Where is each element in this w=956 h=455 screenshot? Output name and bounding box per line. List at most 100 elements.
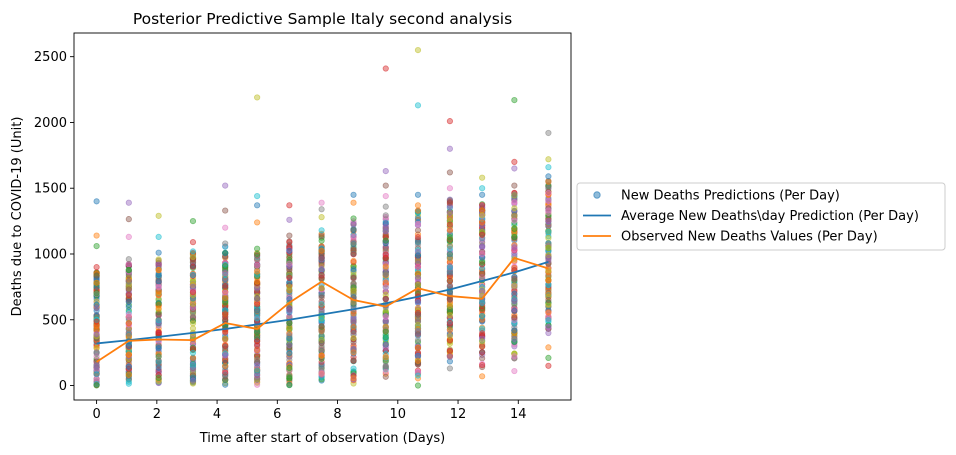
prediction-point bbox=[414, 202, 422, 209]
x-tick-label: 14 bbox=[510, 407, 527, 422]
x-axis: 0 2 4 6 8 10 12 14 bbox=[92, 400, 527, 422]
prediction-point bbox=[511, 165, 518, 172]
prediction-point bbox=[286, 341, 293, 349]
prediction-point bbox=[222, 182, 229, 189]
prediction-point bbox=[222, 294, 229, 302]
prediction-point bbox=[382, 203, 389, 210]
prediction-point bbox=[545, 221, 552, 229]
prediction-point bbox=[479, 330, 486, 337]
prediction-point bbox=[350, 266, 357, 273]
prediction-point bbox=[189, 253, 197, 260]
prediction-point bbox=[479, 355, 486, 362]
prediction-point bbox=[318, 340, 325, 347]
prediction-point bbox=[318, 233, 325, 240]
prediction-point bbox=[254, 202, 261, 209]
prediction-point bbox=[479, 191, 486, 198]
prediction-point bbox=[254, 338, 261, 345]
prediction-point bbox=[222, 262, 229, 270]
prediction-point bbox=[511, 307, 518, 314]
prediction-point bbox=[414, 344, 422, 351]
prediction-point bbox=[222, 271, 229, 279]
prediction-point bbox=[155, 376, 162, 383]
prediction-point bbox=[254, 346, 261, 354]
prediction-point bbox=[382, 182, 389, 189]
prediction-point bbox=[382, 168, 389, 175]
prediction-point bbox=[414, 102, 422, 109]
prediction-point bbox=[222, 352, 229, 359]
prediction-point bbox=[318, 294, 325, 301]
prediction-point bbox=[286, 202, 293, 209]
prediction-point bbox=[189, 361, 197, 368]
prediction-point bbox=[414, 234, 422, 241]
prediction-point bbox=[479, 236, 486, 243]
prediction-point bbox=[479, 219, 486, 226]
prediction-point bbox=[479, 231, 486, 238]
prediction-point bbox=[479, 338, 486, 345]
prediction-point bbox=[511, 158, 518, 166]
prediction-point bbox=[479, 185, 486, 192]
prediction-point bbox=[382, 270, 389, 277]
prediction-point bbox=[545, 344, 552, 351]
prediction-point bbox=[382, 373, 389, 380]
prediction-point bbox=[222, 350, 229, 357]
prediction-point bbox=[286, 216, 293, 223]
prediction-point bbox=[446, 118, 454, 125]
prediction-point bbox=[350, 239, 357, 246]
prediction-point bbox=[189, 309, 197, 316]
prediction-point bbox=[511, 367, 518, 375]
prediction-point bbox=[511, 335, 518, 342]
prediction-point bbox=[350, 221, 357, 228]
prediction-point bbox=[93, 232, 100, 239]
prediction-point bbox=[155, 374, 162, 382]
prediction-point bbox=[511, 96, 518, 104]
prediction-point bbox=[125, 371, 132, 378]
prediction-point bbox=[222, 302, 229, 309]
prediction-point bbox=[446, 169, 454, 176]
legend-label-average: Average New Deaths\day Prediction (Per D… bbox=[621, 209, 919, 224]
y-tick-label: 500 bbox=[42, 313, 67, 328]
prediction-point bbox=[125, 380, 132, 387]
prediction-point bbox=[318, 247, 325, 254]
prediction-point bbox=[382, 223, 389, 231]
prediction-point bbox=[545, 234, 552, 242]
chart-title: Posterior Predictive Sample Italy second… bbox=[133, 10, 512, 28]
prediction-point bbox=[189, 366, 197, 373]
prediction-point bbox=[254, 295, 261, 302]
prediction-point bbox=[350, 191, 357, 198]
prediction-point bbox=[446, 319, 454, 327]
prediction-point bbox=[414, 239, 422, 246]
prediction-point bbox=[511, 250, 518, 257]
prediction-point bbox=[446, 264, 454, 271]
prediction-point bbox=[286, 343, 293, 350]
prediction-point bbox=[125, 319, 132, 327]
prediction-point bbox=[446, 353, 454, 360]
prediction-point bbox=[189, 354, 197, 361]
prediction-point bbox=[222, 335, 229, 342]
prediction-point bbox=[93, 198, 100, 205]
prediction-point bbox=[93, 264, 100, 271]
prediction-point bbox=[155, 266, 162, 273]
prediction-point bbox=[350, 323, 357, 331]
prediction-point bbox=[125, 365, 132, 372]
prediction-point bbox=[350, 226, 357, 233]
prediction-point bbox=[125, 342, 132, 349]
prediction-point bbox=[155, 345, 162, 352]
prediction-point bbox=[286, 274, 293, 282]
prediction-point bbox=[222, 240, 229, 247]
prediction-point bbox=[254, 367, 261, 374]
prediction-point bbox=[93, 363, 100, 370]
prediction-point bbox=[414, 311, 422, 318]
prediction-point bbox=[189, 374, 197, 381]
prediction-point bbox=[511, 353, 518, 360]
prediction-point bbox=[350, 233, 357, 241]
prediction-point bbox=[93, 272, 100, 279]
prediction-point bbox=[155, 256, 162, 263]
prediction-point bbox=[222, 269, 229, 277]
prediction-point bbox=[414, 382, 422, 389]
prediction-point bbox=[446, 365, 454, 372]
prediction-point bbox=[189, 377, 197, 384]
x-tick-label: 0 bbox=[92, 407, 100, 422]
prediction-point bbox=[545, 362, 552, 369]
y-axis: 0 500 1000 1500 2000 2500 bbox=[34, 50, 74, 394]
